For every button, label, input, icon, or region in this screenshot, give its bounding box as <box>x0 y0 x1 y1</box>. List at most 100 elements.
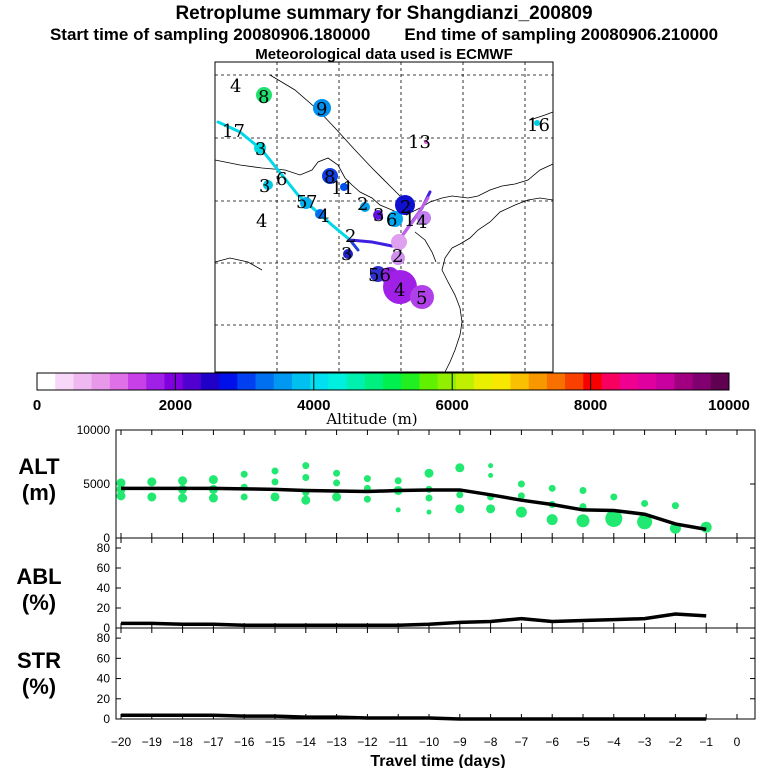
alt-point <box>455 504 465 514</box>
x-axis-ticks: −20 −19 −18 −17 −16 −15 −14 −13 −12 −11 −10 −9 −8 −7−… <box>111 735 741 749</box>
map-label: 16 <box>527 115 550 136</box>
alt-point <box>302 462 310 470</box>
map-label: 8 <box>324 167 335 188</box>
colorbar-cell <box>710 373 730 390</box>
alt-point <box>394 477 402 485</box>
colorbar-cell <box>109 373 129 390</box>
marker <box>417 211 431 225</box>
marker <box>410 285 434 309</box>
colorbar: 0 2000 4000 6000 8000 10000 Altitude (m) <box>33 372 750 428</box>
colorbar-tick-label: 0 <box>33 397 41 414</box>
marker <box>256 87 272 103</box>
end-time-label: End time of sampling 20080906.210000 <box>404 25 719 44</box>
y-tick-label: 40 <box>97 672 111 686</box>
map-label: 17 <box>222 121 245 142</box>
alt-point <box>488 463 494 469</box>
colorbar-cell <box>255 373 275 390</box>
x-tick-label: −8 <box>484 735 498 749</box>
y-tick-label: 10000 <box>77 423 111 437</box>
marker <box>534 120 540 126</box>
colorbar-cell <box>674 373 694 390</box>
alt-point <box>271 478 279 486</box>
str-panel: 0 20 40 60 80 <box>97 627 756 726</box>
x-tick-label: −7 <box>515 735 529 749</box>
colorbar-cell <box>182 373 202 390</box>
map-label: 56 <box>368 265 391 286</box>
colorbar-tick-label: 6000 <box>436 397 469 414</box>
x-tick-label: −17 <box>203 735 224 749</box>
x-tick-label: 0 <box>734 735 741 749</box>
alt-panel: 0 5000 10000 <box>77 423 756 545</box>
map-label: 9 <box>316 99 327 120</box>
x-axis-label: Travel time (days) <box>370 753 505 768</box>
colorbar-cell <box>55 373 74 390</box>
alt-point <box>579 486 587 494</box>
map-label: 3 <box>373 205 384 226</box>
colorbar-tick-label: 2000 <box>159 397 192 414</box>
start-time-label: Start time of sampling 20080906.180000 <box>49 25 371 44</box>
colorbar-cell <box>273 373 293 390</box>
marker <box>313 99 331 117</box>
alt-point <box>208 475 218 485</box>
str-label: STR <box>17 648 61 673</box>
colorbar-tick-label: 10000 <box>708 397 750 414</box>
map-label: 11 <box>331 178 354 199</box>
colorbar-ticks: 0 2000 4000 6000 8000 10000 <box>33 373 750 414</box>
colorbar-cell <box>364 373 384 390</box>
colorbar-cell <box>401 373 420 390</box>
marker <box>387 211 403 227</box>
y-tick-label: 20 <box>97 601 111 615</box>
alt-point <box>178 476 188 486</box>
map-label: 7 <box>306 192 317 213</box>
str-unit: (%) <box>22 674 56 699</box>
x-tick-label: −19 <box>142 735 163 749</box>
alt-point <box>576 514 590 528</box>
colorbar-cell <box>419 373 439 390</box>
marker <box>322 168 338 184</box>
alt-point <box>240 470 248 478</box>
alt-label: ALT <box>18 454 60 479</box>
x-tick-label: −13 <box>326 735 347 749</box>
y-tick-label: 40 <box>97 581 111 595</box>
panel-frame <box>115 429 756 539</box>
sampling-times: Start time of sampling 20080906.180000 En… <box>0 25 768 45</box>
abl-label: ABL <box>16 564 61 589</box>
alt-point <box>425 494 433 502</box>
colorbar-cell <box>73 373 93 390</box>
x-tick-label: −5 <box>576 735 590 749</box>
colorbar-cell <box>565 373 584 390</box>
colorbar-cell <box>546 373 566 390</box>
x-tick-label: −1 <box>699 735 713 749</box>
trajectory-labels: 4 8 9 13 16 17 3 6 3 8 11 5 7 4 4 2 3 2 … <box>222 76 550 309</box>
marker <box>424 140 428 144</box>
abl-unit: (%) <box>22 590 56 615</box>
y-tick-label: 0 <box>103 531 110 545</box>
alt-point <box>208 493 218 503</box>
trajectory-markers <box>254 87 540 309</box>
map-label: 8 <box>258 87 269 108</box>
alt-point <box>548 484 556 492</box>
colorbar-cell <box>291 373 311 390</box>
alt-point <box>302 474 310 482</box>
x-tick-label: −12 <box>357 735 378 749</box>
x-tick-label: −11 <box>388 735 408 749</box>
map-label: 2 <box>400 197 411 218</box>
y-tick-label: 60 <box>97 651 111 665</box>
alt-point <box>116 491 126 501</box>
y-tick-label: 20 <box>97 692 111 706</box>
abl-panel: 0 20 40 60 80 <box>97 537 756 635</box>
map-label: 2 <box>345 226 356 247</box>
marker <box>395 195 415 215</box>
map-label: 4 <box>394 280 405 301</box>
colorbar-cell <box>692 373 712 390</box>
marker <box>360 202 370 212</box>
marker <box>343 249 353 259</box>
colorbar-cell <box>510 373 530 390</box>
alt-point <box>455 463 465 473</box>
alt-point <box>641 499 649 507</box>
alt-point <box>671 502 679 510</box>
str-line <box>121 713 707 721</box>
coastlines <box>214 74 554 373</box>
y-tick-label: 0 <box>103 712 110 726</box>
